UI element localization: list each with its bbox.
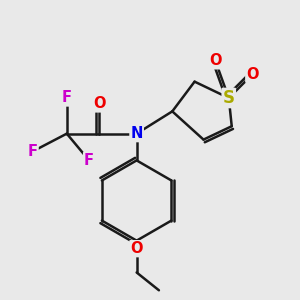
Text: O: O	[93, 96, 106, 111]
Text: O: O	[246, 67, 259, 82]
Text: F: F	[62, 91, 72, 106]
Text: N: N	[130, 126, 143, 141]
Text: S: S	[223, 89, 235, 107]
Text: F: F	[28, 144, 38, 159]
Text: O: O	[130, 241, 143, 256]
Text: O: O	[209, 53, 222, 68]
Text: F: F	[84, 153, 94, 168]
